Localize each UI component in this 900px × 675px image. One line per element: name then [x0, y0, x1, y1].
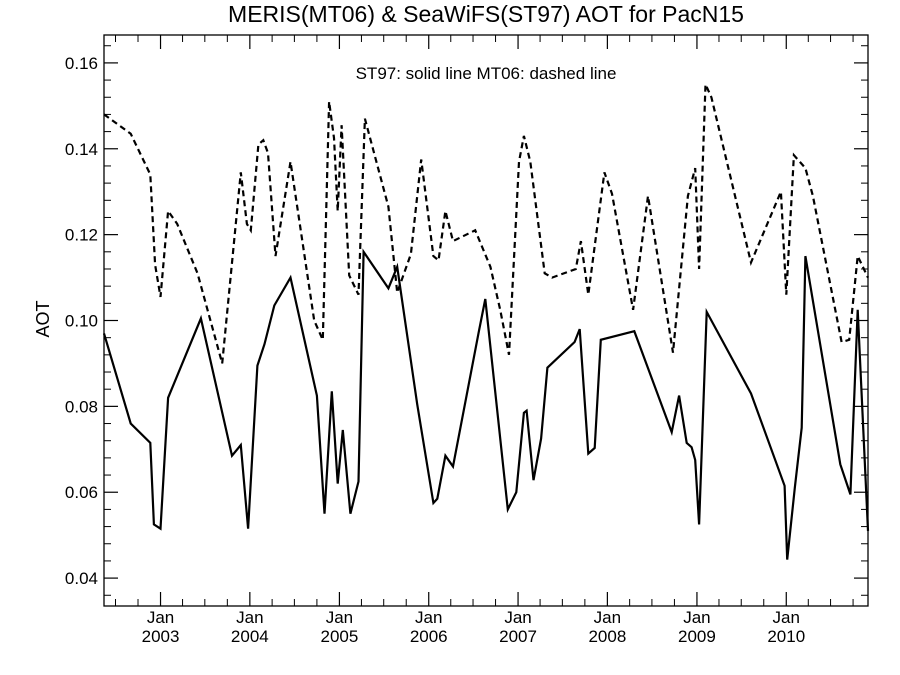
- x-tick-month-label: Jan: [773, 608, 800, 627]
- x-tick-year-label: 2003: [142, 627, 180, 646]
- x-tick-year-label: 2009: [678, 627, 716, 646]
- y-tick-label: 0.12: [65, 226, 98, 245]
- y-tick-label: 0.08: [65, 397, 98, 416]
- x-tick-year-label: 2006: [410, 627, 448, 646]
- y-axis-label: AOT: [33, 300, 53, 337]
- x-tick-month-label: Jan: [236, 608, 263, 627]
- plot-frame: [103, 34, 869, 607]
- series-line-st97: [102, 248, 870, 560]
- y-tick-label: 0.06: [65, 483, 98, 502]
- series-group: [102, 83, 870, 560]
- chart-title: MERIS(MT06) & SeaWiFS(ST97) AOT for PacN…: [228, 1, 744, 27]
- x-tick-year-label: 2007: [499, 627, 537, 646]
- x-tick-year-label: 2010: [767, 627, 805, 646]
- x-tick-year-label: 2005: [321, 627, 359, 646]
- series-line-mt06: [103, 83, 869, 364]
- x-tick-month-label: Jan: [326, 608, 353, 627]
- y-tick-label: 0.04: [65, 569, 98, 588]
- legend-text: ST97: solid line MT06: dashed line: [356, 64, 617, 83]
- x-tick-month-label: Jan: [594, 608, 621, 627]
- y-tick-label: 0.16: [65, 54, 98, 73]
- x-tick-month-label: Jan: [147, 608, 174, 627]
- x-tick-month-label: Jan: [415, 608, 442, 627]
- y-tick-label: 0.14: [65, 140, 98, 159]
- y-tick-label: 0.10: [65, 312, 98, 331]
- x-tick-month-label: Jan: [683, 608, 710, 627]
- x-tick-year-label: 2004: [231, 627, 269, 646]
- axis-ticks: 0.040.060.080.100.120.140.16Jan2003Jan20…: [65, 35, 868, 646]
- x-tick-month-label: Jan: [504, 608, 531, 627]
- x-tick-year-label: 2008: [588, 627, 626, 646]
